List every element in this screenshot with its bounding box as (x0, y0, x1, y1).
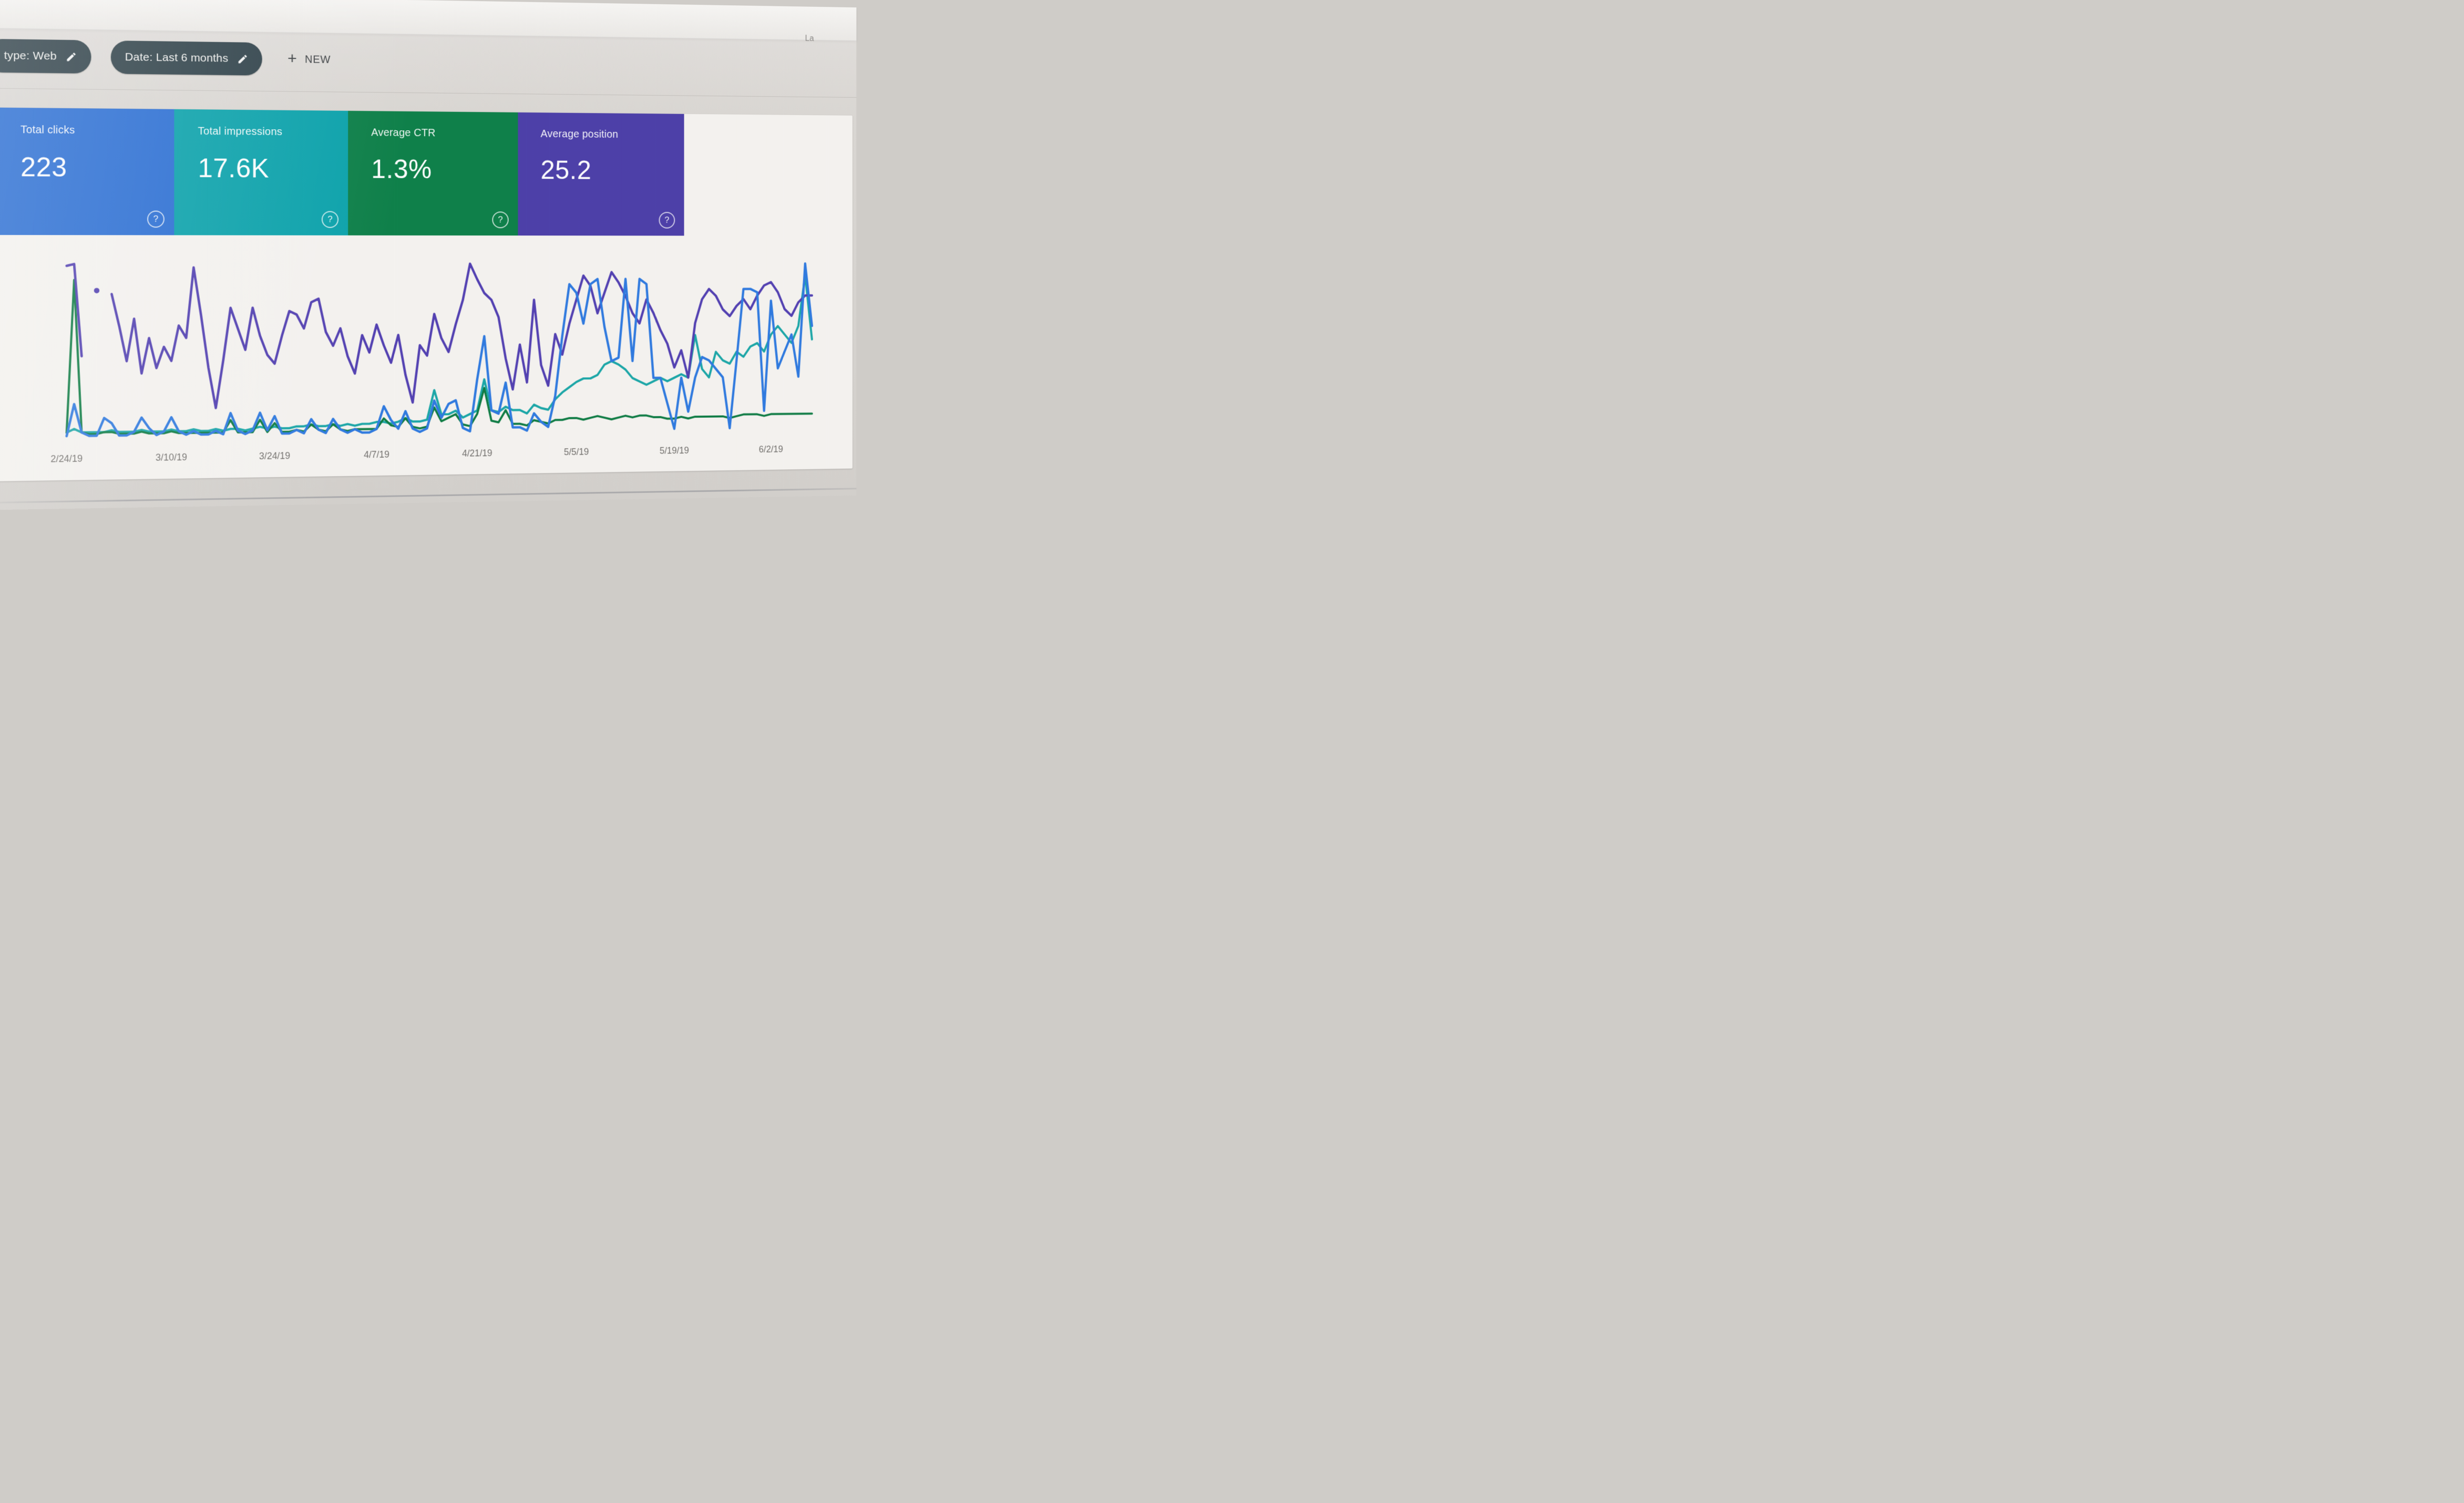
card-value: 17.6K (198, 153, 270, 183)
card-average-position[interactable]: Average position 25.2 ? (518, 112, 684, 236)
x-axis-label: 3/24/19 (259, 450, 290, 461)
date-range-chip[interactable]: Date: Last 6 months (110, 40, 262, 76)
card-label: Total impressions (198, 125, 283, 138)
series-line-total-clicks (67, 263, 812, 436)
search-type-chip-label: type: Web (4, 49, 57, 63)
bottom-reflection-line (0, 488, 857, 504)
edit-pencil-icon[interactable] (66, 51, 77, 63)
performance-panel: Total clicks 223 ? Total impressions 17.… (0, 107, 853, 481)
card-label: Total clicks (20, 123, 75, 137)
help-icon[interactable]: ? (492, 211, 509, 229)
series-line-average-position (67, 263, 812, 409)
summary-cards: Total clicks 223 ? Total impressions 17.… (0, 107, 684, 236)
help-icon[interactable]: ? (659, 212, 675, 229)
card-label: Average position (540, 128, 619, 140)
x-axis-label: 5/5/19 (564, 447, 589, 457)
new-filter-button-label: NEW (304, 53, 331, 66)
card-average-ctr[interactable]: Average CTR 1.3% ? (348, 110, 518, 236)
new-filter-button[interactable]: + NEW (288, 49, 331, 68)
date-range-chip-label: Date: Last 6 months (125, 50, 229, 65)
search-type-chip[interactable]: type: Web (0, 38, 91, 74)
performance-chart[interactable]: 2/24/19 3/10/19 3/24/19 4/7/19 4/21/19 5/5/19… (0, 238, 853, 476)
x-axis-label: 6/2/19 (759, 444, 783, 455)
x-axis-label: 3/10/19 (156, 452, 187, 463)
header-divider (0, 88, 857, 98)
card-label: Average CTR (371, 127, 436, 139)
help-icon[interactable]: ? (321, 211, 339, 228)
x-axis-label: 5/19/19 (660, 445, 689, 456)
card-value: 223 (20, 152, 67, 183)
card-total-impressions[interactable]: Total impressions 17.6K ? (174, 109, 348, 235)
series-line-total-impressions (67, 275, 812, 433)
filters-row: type: Web Date: Last 6 months + NEW (0, 36, 856, 85)
card-value: 1.3% (371, 154, 432, 184)
card-value: 25.2 (540, 155, 592, 185)
top-glare-bar (0, 0, 857, 41)
series-point-average-position (94, 287, 100, 294)
x-axis-label: 2/24/19 (50, 453, 83, 464)
monitor-screen: type: Web Date: Last 6 months + NEW La T… (0, 0, 857, 510)
plus-icon: + (288, 49, 297, 68)
x-axis-label: 4/7/19 (364, 449, 389, 460)
card-total-clicks[interactable]: Total clicks 223 ? (0, 107, 174, 235)
x-axis-label: 4/21/19 (462, 448, 492, 458)
help-icon[interactable]: ? (147, 210, 165, 228)
edit-pencil-icon[interactable] (237, 53, 248, 65)
last-updated-text: La (805, 34, 814, 43)
